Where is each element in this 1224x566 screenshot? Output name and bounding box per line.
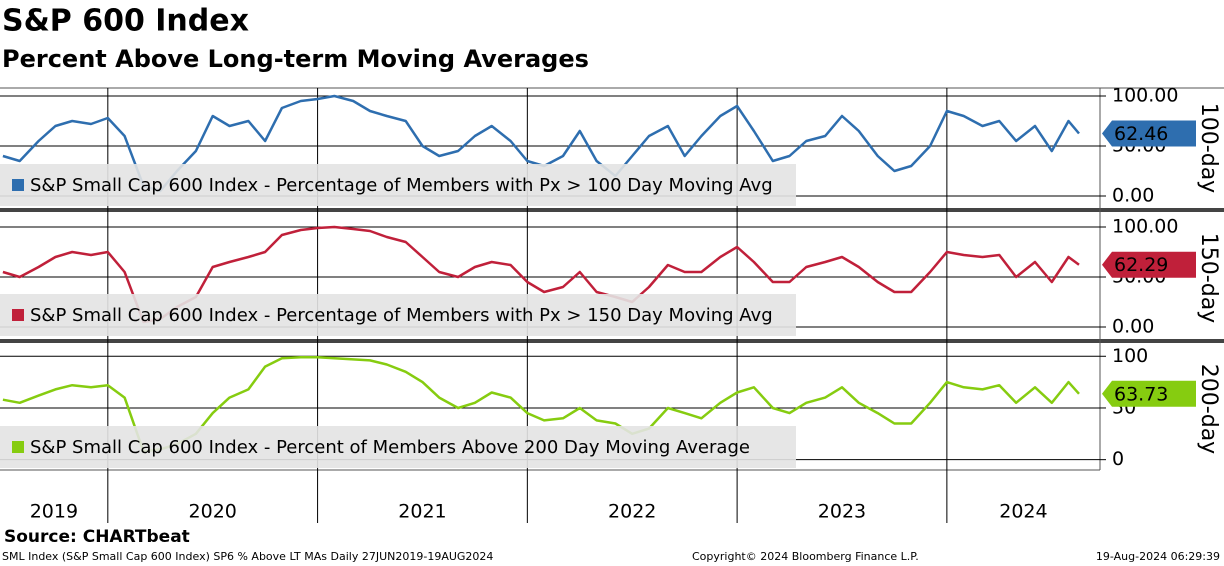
y-tick-label: 0.00 <box>1112 316 1154 338</box>
legend-box <box>0 164 796 206</box>
y-tick-label: 0.00 <box>1112 185 1154 207</box>
panel-divider <box>0 339 1224 343</box>
legend-box <box>0 426 796 468</box>
year-label: 2022 <box>608 501 656 523</box>
y-tick-label: 100.00 <box>1112 216 1178 238</box>
footer-center: Copyright© 2024 Bloomberg Finance L.P. <box>692 550 919 563</box>
panel-divider <box>0 208 1224 212</box>
legend-label: S&P Small Cap 600 Index - Percent of Mem… <box>30 437 750 458</box>
legend-swatch <box>12 309 24 321</box>
legend-label: S&P Small Cap 600 Index - Percentage of … <box>30 175 773 196</box>
last-value-label: 62.46 <box>1114 123 1168 145</box>
subtitle: Percent Above Long-term Moving Averages <box>2 45 589 73</box>
side-label: 100-day <box>1196 103 1221 193</box>
legend-swatch <box>12 441 24 453</box>
last-value-tag <box>1102 251 1196 278</box>
footer-right: 19-Aug-2024 06:29:39 <box>1096 550 1220 563</box>
y-tick-label: 0 <box>1112 448 1124 470</box>
legend-box <box>0 294 796 336</box>
footer-left: SML Index (S&P Small Cap 600 Index) SP6 … <box>2 550 493 563</box>
last-value-tag <box>1102 120 1196 147</box>
source: Source: CHARTbeat <box>4 527 190 547</box>
year-label: 2021 <box>398 501 446 523</box>
title: S&P 600 Index <box>2 4 249 39</box>
side-label: 150-day <box>1196 233 1221 323</box>
last-value-label: 62.29 <box>1114 254 1168 276</box>
y-tick-label: 100 <box>1112 345 1148 367</box>
legend-label: S&P Small Cap 600 Index - Percentage of … <box>30 305 773 326</box>
last-value-label: 63.73 <box>1114 383 1168 405</box>
year-label: 2023 <box>818 501 866 523</box>
y-tick-label: 100.00 <box>1112 85 1178 107</box>
year-label: 2019 <box>30 501 78 523</box>
side-label: 200-day <box>1196 364 1221 454</box>
legend-swatch <box>12 179 24 191</box>
last-value-tag <box>1102 380 1196 407</box>
year-label: 2020 <box>189 501 237 523</box>
year-label: 2024 <box>999 501 1047 523</box>
